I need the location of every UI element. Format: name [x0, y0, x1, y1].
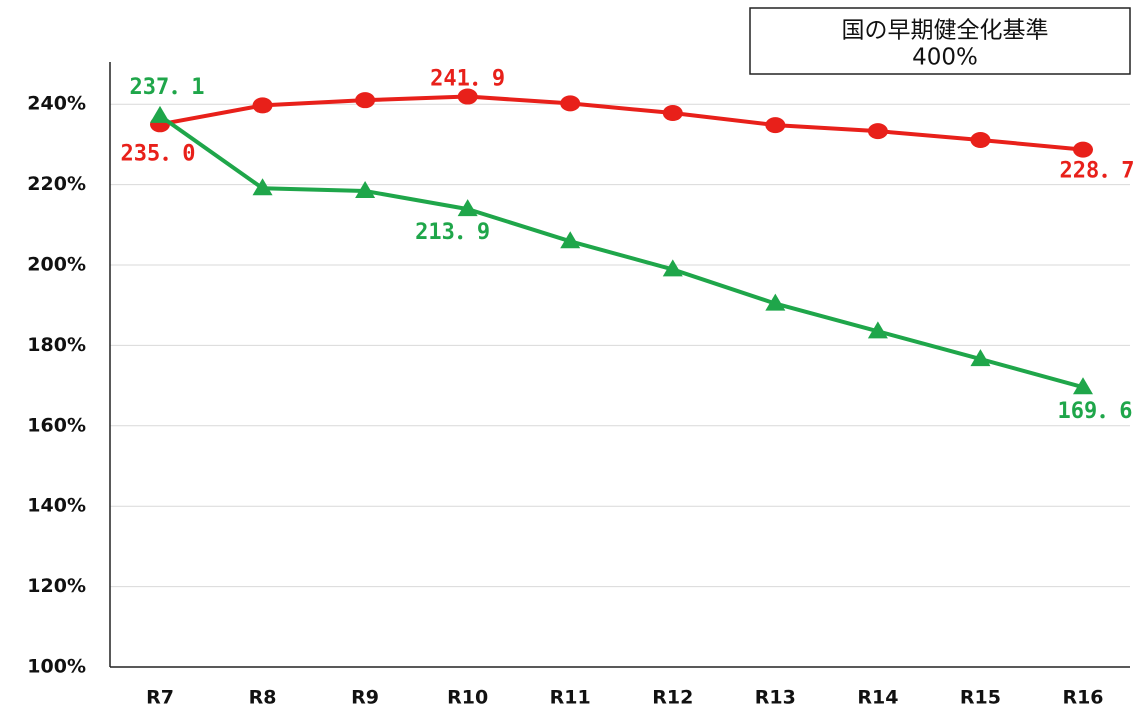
marker	[970, 349, 991, 367]
x-tick-label: R11	[550, 687, 591, 709]
x-tick-label: R7	[146, 687, 174, 709]
marker	[252, 178, 273, 196]
marker	[355, 92, 376, 109]
marker	[662, 259, 683, 277]
annotation: 国の早期健全化基準	[842, 18, 1049, 44]
marker	[1073, 141, 1093, 158]
value-label: 213．9	[415, 220, 490, 245]
marker	[970, 131, 991, 148]
x-tick-label: R12	[652, 687, 693, 709]
marker	[1073, 377, 1093, 395]
x-tick-label: R16	[1062, 687, 1103, 709]
x-tick-label: R8	[249, 687, 277, 709]
x-tick-label: R15	[960, 687, 1001, 709]
y-tick-label: 100%	[27, 656, 86, 678]
annotation-box	[749, 7, 1131, 75]
annotation: 400%	[912, 45, 978, 71]
marker	[457, 199, 478, 217]
y-tick-label: 200%	[27, 254, 86, 276]
marker	[765, 117, 786, 134]
y-tick-label: 160%	[27, 414, 86, 436]
y-tick-label: 180%	[27, 334, 86, 356]
marker	[457, 88, 478, 105]
marker	[867, 123, 888, 140]
y-tick-label: 120%	[27, 575, 86, 597]
marker	[355, 181, 376, 199]
x-tick-label: R14	[857, 687, 898, 709]
series-line	[159, 94, 1084, 152]
marker	[867, 321, 888, 339]
y-tick-label: 220%	[27, 173, 86, 195]
series-line	[158, 114, 1084, 390]
x-tick-label: R9	[351, 687, 379, 709]
value-label: 237．1	[130, 75, 205, 100]
value-label: 169．6	[1058, 399, 1133, 424]
value-label: 241．9	[430, 67, 505, 92]
marker	[560, 231, 581, 249]
value-label: 235．0	[121, 141, 196, 166]
y-tick-label: 140%	[27, 495, 86, 517]
y-tick-label: 240%	[27, 93, 86, 115]
x-tick-label: R13	[755, 687, 796, 709]
value-label: 228．7	[1060, 159, 1135, 184]
marker	[662, 105, 683, 122]
marker	[252, 97, 273, 114]
marker	[560, 95, 581, 112]
marker	[765, 293, 786, 311]
marker	[150, 105, 170, 123]
x-tick-label: R10	[447, 687, 488, 709]
